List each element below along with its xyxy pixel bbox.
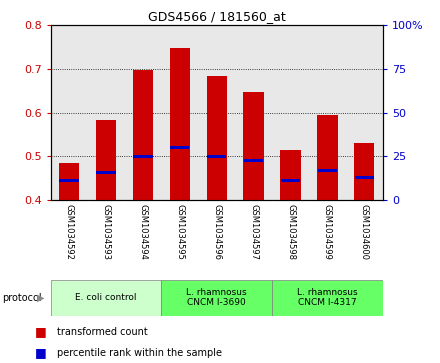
- Text: GSM1034600: GSM1034600: [360, 204, 369, 260]
- Text: GSM1034597: GSM1034597: [249, 204, 258, 260]
- Text: GSM1034595: GSM1034595: [175, 204, 184, 260]
- Bar: [207, 155, 226, 159]
- Text: L. rhamnosus
CNCM I-4317: L. rhamnosus CNCM I-4317: [297, 288, 358, 307]
- Bar: [318, 168, 337, 172]
- Bar: [354, 143, 374, 200]
- Text: ■: ■: [35, 325, 47, 338]
- Bar: [133, 70, 153, 200]
- Bar: [170, 146, 190, 149]
- Bar: [272, 280, 383, 316]
- Bar: [59, 163, 79, 200]
- Bar: [59, 179, 79, 182]
- Bar: [281, 179, 300, 183]
- Text: protocol: protocol: [2, 293, 42, 303]
- Bar: [317, 115, 337, 200]
- Bar: [133, 155, 153, 158]
- Bar: [96, 171, 116, 174]
- Bar: [96, 120, 116, 200]
- Text: GSM1034599: GSM1034599: [323, 204, 332, 260]
- Text: GSM1034598: GSM1034598: [286, 204, 295, 260]
- Text: GSM1034593: GSM1034593: [102, 204, 110, 260]
- Bar: [170, 48, 190, 200]
- Text: transformed count: transformed count: [57, 327, 148, 337]
- Bar: [244, 159, 263, 162]
- Bar: [355, 176, 374, 179]
- Text: L. rhamnosus
CNCM I-3690: L. rhamnosus CNCM I-3690: [187, 288, 247, 307]
- Text: percentile rank within the sample: percentile rank within the sample: [57, 347, 222, 358]
- Text: E. coli control: E. coli control: [75, 293, 137, 302]
- Bar: [243, 91, 264, 200]
- Text: GSM1034592: GSM1034592: [65, 204, 73, 260]
- Title: GDS4566 / 181560_at: GDS4566 / 181560_at: [148, 10, 286, 23]
- Bar: [161, 280, 272, 316]
- Text: GSM1034596: GSM1034596: [212, 204, 221, 260]
- Text: ■: ■: [35, 346, 47, 359]
- Text: GSM1034594: GSM1034594: [138, 204, 147, 260]
- Bar: [206, 76, 227, 200]
- Bar: [280, 150, 301, 200]
- Bar: [51, 280, 161, 316]
- Text: ▶: ▶: [37, 293, 45, 303]
